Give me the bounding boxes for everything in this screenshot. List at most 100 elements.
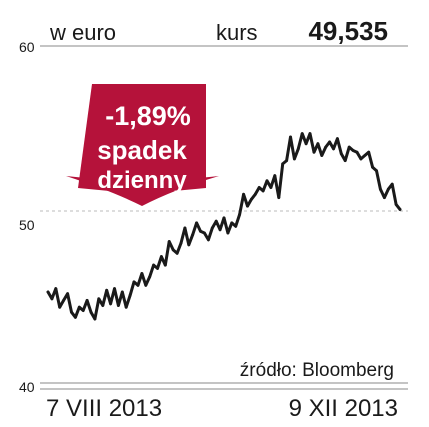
data-point <box>293 157 296 161</box>
data-point <box>324 145 328 149</box>
data-point <box>257 186 261 189</box>
data-point <box>156 267 159 270</box>
data-point <box>58 305 62 309</box>
data-point <box>246 204 249 208</box>
x-end-label: 9 XII 2013 <box>289 395 398 422</box>
data-point <box>50 297 54 301</box>
data-point <box>89 310 93 314</box>
data-point <box>207 238 210 242</box>
data-point <box>285 159 288 163</box>
data-point <box>328 140 331 144</box>
data-point <box>351 149 355 152</box>
data-point <box>383 196 386 200</box>
daily-change-badge: -1,89% spadek dzienny <box>66 84 219 206</box>
data-point <box>300 132 304 136</box>
data-point <box>289 135 292 139</box>
data-point <box>210 226 214 230</box>
data-point <box>93 317 97 321</box>
data-point <box>250 197 253 201</box>
data-point <box>46 290 50 294</box>
data-point <box>261 189 265 193</box>
data-point <box>160 255 163 258</box>
y-tick-60: 60 <box>19 39 35 55</box>
data-point <box>230 221 234 225</box>
data-point <box>226 231 230 235</box>
data-point <box>363 154 367 157</box>
y-tick-40: 40 <box>19 379 35 395</box>
data-point <box>152 263 156 267</box>
data-point <box>332 147 335 151</box>
badge-change: -1,89% <box>105 101 191 131</box>
data-point <box>101 304 105 307</box>
data-point <box>371 165 374 169</box>
data-point <box>144 283 148 287</box>
data-point <box>379 187 382 191</box>
data-point <box>66 292 69 296</box>
data-point <box>128 294 132 297</box>
data-point <box>187 243 191 247</box>
badge-line2: dzienny <box>97 167 187 194</box>
data-point <box>336 137 339 141</box>
data-point <box>203 231 206 235</box>
data-point <box>132 280 136 284</box>
data-point <box>140 272 144 275</box>
data-point <box>347 145 351 149</box>
data-point <box>273 174 277 178</box>
data-point <box>175 251 179 255</box>
data-point <box>312 150 316 154</box>
data-point <box>390 182 394 186</box>
data-point <box>179 241 183 245</box>
data-point <box>386 187 390 191</box>
data-point <box>105 288 109 292</box>
data-point <box>183 226 187 230</box>
data-point <box>113 287 116 290</box>
data-point <box>124 305 128 309</box>
data-point <box>54 287 58 290</box>
data-point <box>218 228 222 232</box>
data-point <box>148 275 152 279</box>
data-point <box>304 142 308 146</box>
data-point <box>398 208 402 211</box>
data-point <box>167 240 171 243</box>
data-point <box>355 150 359 154</box>
data-point <box>265 179 269 183</box>
data-point <box>195 221 199 225</box>
data-point <box>253 192 257 196</box>
price-label: kurs <box>216 20 258 45</box>
data-point <box>242 192 246 196</box>
data-point <box>214 219 218 223</box>
data-point <box>281 162 285 166</box>
data-point <box>163 263 167 267</box>
price-points <box>46 132 402 321</box>
data-point <box>191 233 195 237</box>
data-point <box>238 213 242 216</box>
data-point <box>375 169 378 173</box>
data-point <box>222 216 226 220</box>
data-point <box>120 290 124 294</box>
x-start-label: 7 VIII 2013 <box>46 395 162 422</box>
data-point <box>74 315 77 319</box>
data-point <box>136 283 140 287</box>
data-point <box>62 299 65 302</box>
data-point <box>277 196 281 200</box>
data-point <box>97 297 101 301</box>
data-point <box>269 186 273 189</box>
unit-label: w euro <box>49 20 116 45</box>
data-point <box>117 304 120 307</box>
data-point <box>359 157 363 161</box>
badge-flag-shape <box>78 84 206 194</box>
data-point <box>339 152 343 156</box>
data-point <box>85 299 89 302</box>
data-point <box>394 203 398 206</box>
data-point <box>234 224 238 228</box>
data-point <box>77 305 81 309</box>
data-point <box>199 229 202 233</box>
data-point <box>343 159 347 163</box>
badge-line1: spadek <box>97 135 187 165</box>
price-value: 49,535 <box>308 16 388 46</box>
y-tick-50: 50 <box>19 217 35 233</box>
data-point <box>308 132 312 136</box>
data-point <box>367 150 371 154</box>
data-point <box>296 147 300 151</box>
